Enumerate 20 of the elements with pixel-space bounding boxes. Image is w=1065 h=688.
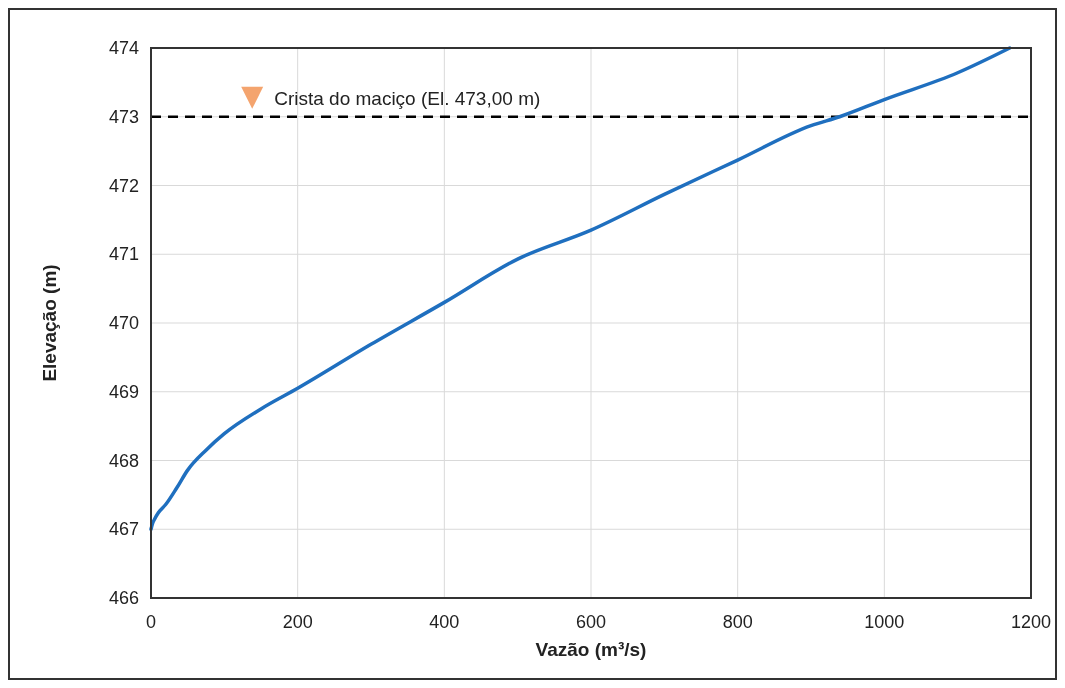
x-tick-label: 1200 (1010, 612, 1052, 632)
x-axis-title: Vazão (m³/s) (535, 639, 647, 660)
y-tick-label: 469 (108, 381, 139, 402)
y-axis-title: Elevação (m) (39, 264, 60, 382)
y-tick-label: 468 (108, 450, 139, 471)
y-tick-label: 466 (108, 588, 139, 608)
line-series (149, 46, 1012, 531)
x-tick-label: 200 (282, 612, 313, 632)
x-tick-label: 0 (145, 612, 157, 632)
x-tick-label: 600 (575, 612, 607, 632)
y-tick-label: 473 (108, 106, 139, 127)
x-tick-label: 400 (429, 612, 460, 632)
x-tick-label: 1000 (864, 612, 905, 632)
y-tick-label: 474 (108, 38, 139, 58)
y-tick-label: 471 (108, 244, 139, 265)
ref-line-label: Crista do maciço (El. 473,00 m) (274, 87, 541, 109)
y-tick-label: 467 (108, 519, 139, 540)
x-tick-label: 800 (722, 612, 753, 632)
y-tick-label: 470 (108, 313, 139, 333)
y-tick-label: 472 (108, 175, 139, 196)
